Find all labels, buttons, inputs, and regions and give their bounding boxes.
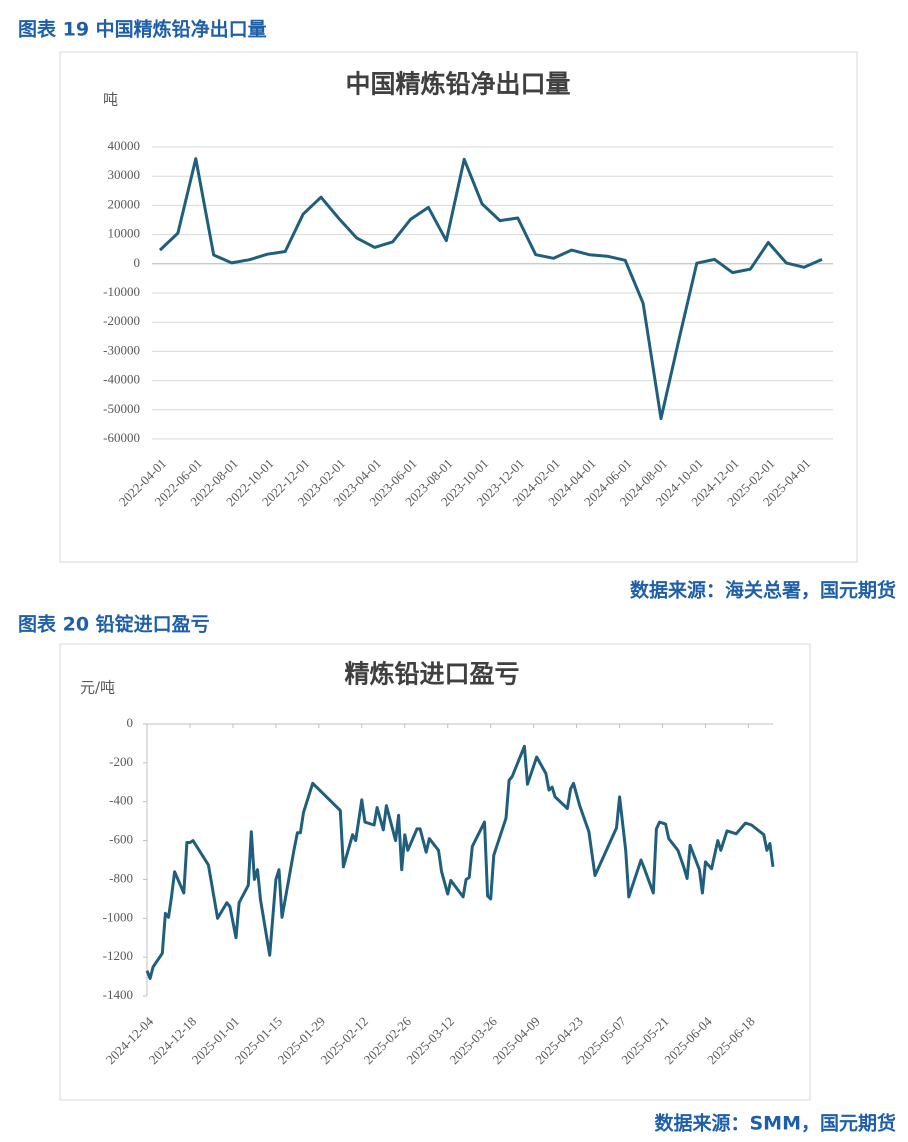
y-tick-label: -200 <box>109 754 133 769</box>
y-tick-label: -1400 <box>103 987 133 1002</box>
data-line <box>145 744 775 980</box>
data-line <box>158 157 823 421</box>
y-tick-label: 30000 <box>108 167 141 182</box>
y-tick-label: 10000 <box>108 226 141 241</box>
y-tick-label: -1000 <box>103 909 133 924</box>
figure-caption: 图表 20 铅锭进口盈亏 <box>18 613 210 636</box>
chart-frame <box>59 51 858 563</box>
source-note: 数据来源：SMM，国元期货 <box>655 1112 897 1135</box>
y-tick-label: -60000 <box>103 430 140 445</box>
y-tick-label: 0 <box>127 715 134 730</box>
y-axis-label: 吨 <box>103 91 118 109</box>
y-tick-label: -400 <box>109 793 133 808</box>
x-tick-label: 2025-06-18 <box>704 1014 758 1068</box>
y-axis-label: 元/吨 <box>80 679 115 697</box>
y-tick-label: 20000 <box>108 196 141 211</box>
y-tick-label: -20000 <box>103 313 140 328</box>
chart-title: 精炼铅进口盈亏 <box>344 660 519 689</box>
chart-title: 中国精炼铅净出口量 <box>345 70 570 99</box>
chart-frame <box>59 643 811 1101</box>
y-tick-label: -40000 <box>103 372 140 387</box>
source-note: 数据来源：海关总署，国元期货 <box>630 579 896 602</box>
y-tick-label: -50000 <box>103 401 140 416</box>
figure-caption: 图表 19 中国精炼铅净出口量 <box>18 18 267 41</box>
y-tick-label: -1200 <box>103 948 133 963</box>
y-tick-label: 0 <box>134 255 141 270</box>
y-tick-label: -10000 <box>103 284 140 299</box>
y-tick-label: -600 <box>109 832 133 847</box>
y-tick-label: 40000 <box>108 138 141 153</box>
y-tick-label: -800 <box>109 870 133 885</box>
y-tick-label: -30000 <box>103 342 140 357</box>
